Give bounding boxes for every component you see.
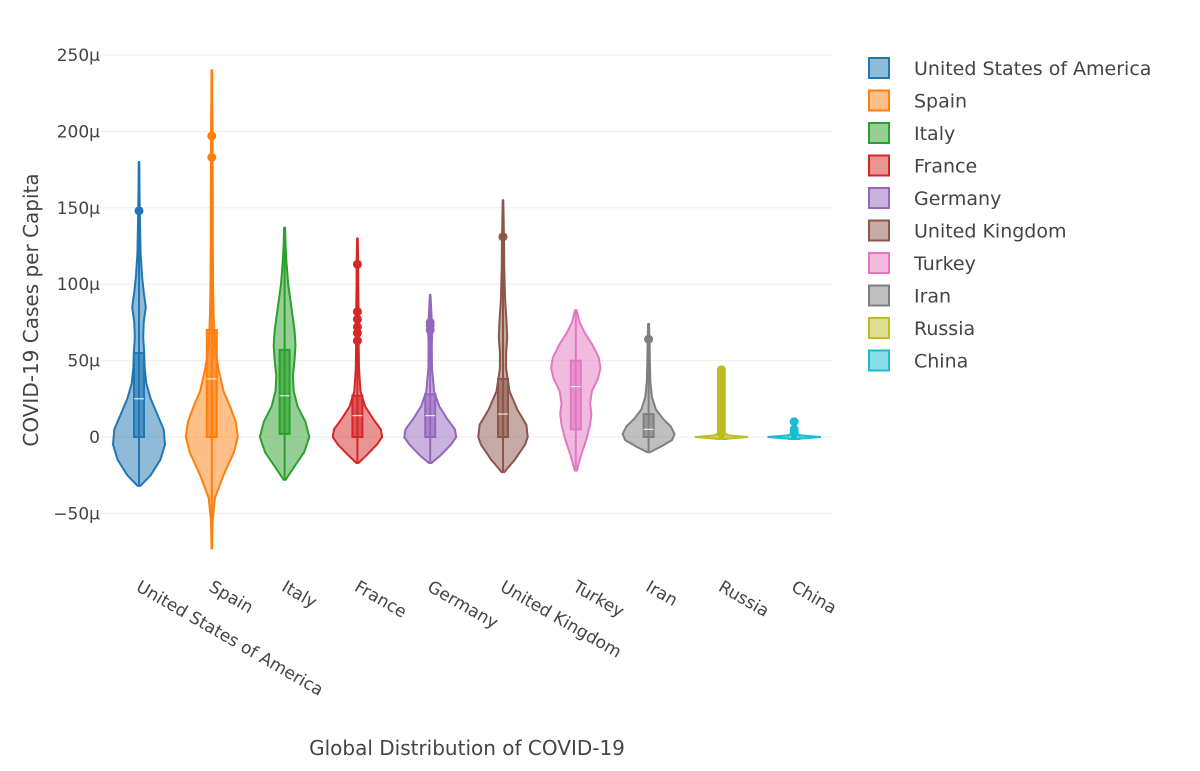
violin-iran[interactable]	[621, 322, 676, 454]
outlier-point	[789, 429, 799, 439]
outlier-point	[352, 328, 362, 338]
legend-label: Russia	[914, 318, 975, 340]
y-tick-label: 0	[89, 428, 100, 448]
legend-swatch	[868, 349, 890, 372]
legend-label: Germany	[914, 188, 1001, 210]
violin-spain[interactable]	[184, 69, 239, 550]
violin-box	[205, 329, 218, 439]
legend-item-iran[interactable]: Iran	[868, 284, 951, 308]
legend-item-spain[interactable]: Spain	[868, 89, 967, 113]
x-axis-title: Global Distribution of COVID-19	[309, 736, 625, 760]
legend-swatch	[868, 252, 890, 274]
legend-swatch	[868, 187, 890, 209]
outlier-point	[352, 314, 362, 324]
x-tick-label: Turkey	[568, 577, 627, 622]
legend-label: United Kingdom	[914, 221, 1067, 243]
x-tick-label: Italy	[278, 577, 320, 613]
y-tick-label: 200μ	[57, 122, 100, 142]
outlier-point	[352, 307, 362, 317]
legend-item-germany[interactable]: Germany	[868, 187, 1001, 210]
legend-item-china[interactable]: China	[868, 349, 968, 373]
violin-box	[351, 394, 364, 438]
legend-swatch	[868, 219, 890, 242]
outlier-point	[498, 232, 508, 242]
x-tick-label: Germany	[424, 577, 502, 633]
legend-label: France	[914, 156, 977, 178]
legend-swatch	[868, 317, 890, 339]
x-tick-label: United Kingdom	[497, 577, 625, 663]
x-tick-label: France	[351, 577, 410, 623]
violin-china[interactable]	[767, 417, 822, 440]
violin-germany[interactable]	[403, 293, 458, 464]
legend-swatch	[868, 284, 890, 307]
outlier-point	[207, 152, 217, 162]
violin-box	[569, 359, 582, 431]
violin-italy[interactable]	[258, 226, 311, 481]
legend-label: Spain	[914, 91, 967, 113]
outlier-point	[134, 206, 144, 216]
violin-box	[497, 377, 509, 439]
x-tick-label: Spain	[205, 577, 256, 618]
violin-box	[642, 413, 655, 438]
legend-swatch	[868, 57, 890, 79]
legend-label: Italy	[914, 123, 955, 145]
legend-label: Iran	[914, 286, 951, 308]
outlier-point	[425, 325, 435, 335]
y-tick-label: 150μ	[57, 199, 100, 219]
violin-box	[278, 348, 291, 435]
legend-item-france[interactable]: France	[868, 154, 977, 178]
legend[interactable]: United States of America Spain Italy France…	[868, 57, 1151, 373]
violin-russia[interactable]	[694, 365, 749, 440]
violin-united-states-of-america[interactable]	[112, 160, 166, 487]
violin-turkey[interactable]	[550, 309, 602, 472]
legend-label: Turkey	[913, 253, 976, 275]
outlier-point	[716, 429, 726, 439]
legend-label: China	[914, 351, 968, 373]
violin-united-kingdom[interactable]	[477, 199, 529, 474]
x-tick-label: China	[788, 577, 840, 619]
y-axis-ticks: 250μ 200μ 150μ 100μ 50μ 0 −50μ	[53, 46, 100, 524]
outlier-point	[352, 259, 362, 269]
legend-swatch	[868, 89, 890, 112]
y-tick-label: 100μ	[57, 275, 100, 295]
x-tick-label: Russia	[715, 577, 772, 622]
y-axis-title: COVID-19 Cases per Capita	[19, 173, 43, 446]
outlier-point	[352, 336, 362, 346]
legend-swatch	[868, 122, 890, 144]
legend-label: United States of America	[914, 58, 1151, 80]
violin-france[interactable]	[331, 237, 384, 464]
outlier-point	[644, 334, 654, 344]
outlier-point	[789, 417, 799, 427]
legend-item-italy[interactable]: Italy	[868, 122, 955, 145]
outlier-point	[207, 131, 217, 141]
legend-item-united-kingdom[interactable]: United Kingdom	[868, 219, 1067, 243]
violin-box	[133, 351, 145, 438]
legend-item-russia[interactable]: Russia	[868, 317, 975, 340]
legend-item-united-states-of-america[interactable]: United States of America	[868, 57, 1151, 80]
violins	[112, 69, 822, 550]
y-tick-label: 250μ	[57, 46, 100, 66]
y-tick-label: 50μ	[68, 352, 101, 372]
y-tick-label: −50μ	[53, 504, 100, 524]
x-tick-label: Iran	[642, 577, 681, 611]
legend-item-turkey[interactable]: Turkey	[868, 252, 976, 275]
legend-swatch	[868, 154, 890, 177]
